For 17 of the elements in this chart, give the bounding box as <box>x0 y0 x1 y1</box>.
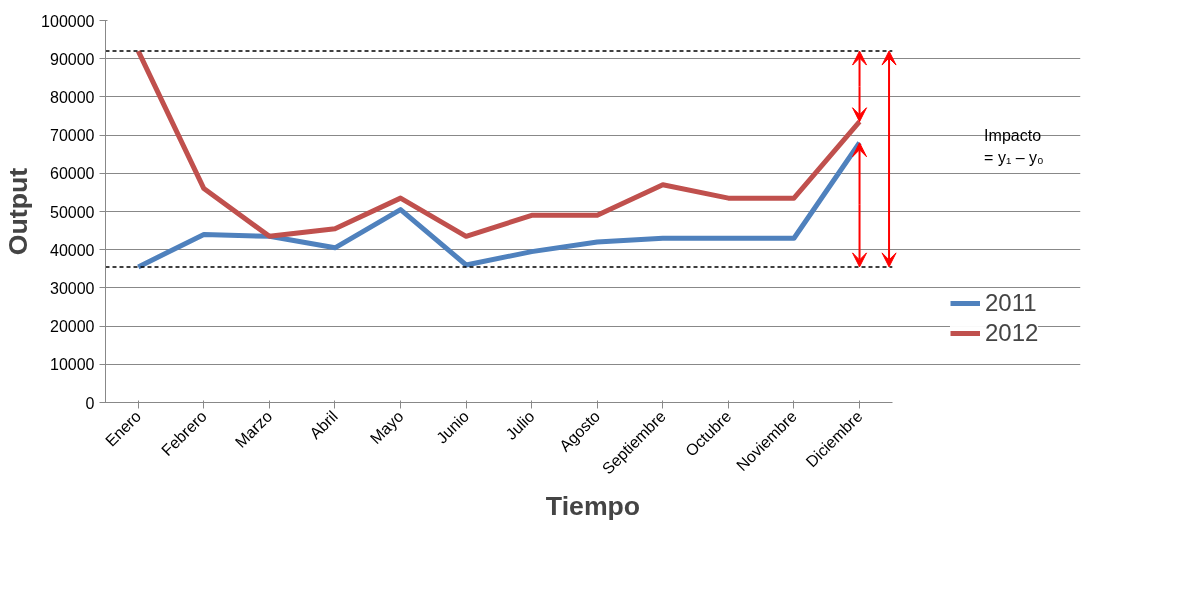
y-tick-label: 100000 <box>41 12 95 30</box>
y-tick-label: 90000 <box>50 50 95 68</box>
x-tick-label: Julio <box>502 407 538 443</box>
text: Impacto = y₁ – y₀ <box>984 126 1044 166</box>
y-tick-label: 0 <box>85 394 95 412</box>
y-axis-title: Output <box>3 167 34 256</box>
legend-label: 2012 <box>985 319 1039 347</box>
legend-label: 2011 <box>985 289 1037 317</box>
y-tick-label: 60000 <box>50 165 95 183</box>
y-tick-label: 50000 <box>50 203 95 221</box>
y-tick-label: 40000 <box>50 241 95 259</box>
y-tick-label: 80000 <box>50 88 95 106</box>
y-tick-label: 20000 <box>50 318 95 336</box>
y-tick-label: 10000 <box>50 356 95 374</box>
x-axis-title: Tiempo <box>545 491 641 522</box>
y-tick-label: 70000 <box>50 127 95 145</box>
y-tick-label: 30000 <box>50 279 95 297</box>
